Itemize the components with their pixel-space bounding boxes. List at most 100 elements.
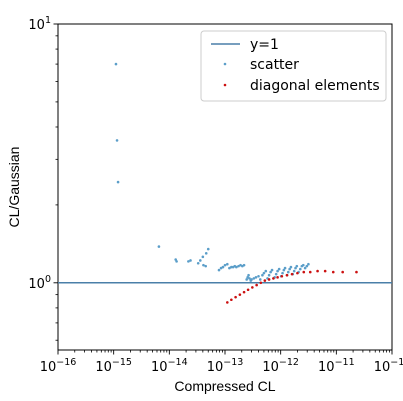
diagonal-point	[242, 290, 246, 294]
scatter-point	[257, 274, 260, 278]
scatter-point	[289, 265, 293, 269]
scatter-point	[258, 278, 262, 281]
diagonal-point	[226, 301, 229, 304]
diagonal-point	[296, 271, 299, 275]
scatter-point	[204, 264, 207, 268]
scatter-point	[204, 252, 208, 255]
diagonal-point	[323, 269, 327, 273]
legend-box	[200, 30, 387, 102]
diagonal-point	[276, 276, 279, 279]
scatter-point	[199, 259, 202, 262]
scatter-point	[254, 276, 258, 279]
scatter-point	[277, 267, 281, 271]
scatter-point	[189, 259, 192, 262]
diagonal-point	[263, 279, 267, 282]
x-tick-label: 10−11	[318, 357, 355, 375]
scatter-point	[206, 247, 210, 251]
legend-marker-diagonal	[223, 83, 227, 87]
scatter-point	[305, 264, 309, 268]
scatter-point	[245, 278, 248, 281]
y-tick-label: 100	[28, 274, 51, 292]
scatter-point	[248, 277, 251, 280]
diagonal-point	[267, 278, 271, 281]
x-axis-label: Compressed CL	[174, 378, 275, 394]
scatter-point	[221, 265, 225, 269]
scatter-point	[303, 266, 307, 270]
diagonal-point	[259, 281, 263, 285]
scatter-point	[202, 263, 205, 267]
legend-label-diagonal: diagonal elements	[250, 78, 380, 94]
x-tick-label: 10−16	[40, 357, 77, 375]
diagonal-point	[234, 295, 237, 299]
scatter-point	[116, 180, 120, 184]
scatter-point	[288, 267, 291, 271]
scatter-point	[298, 267, 302, 271]
x-tick-label: 10−12	[262, 357, 299, 375]
diagonal-point	[355, 270, 358, 274]
scatter-point	[114, 62, 118, 66]
scatter-point	[269, 270, 272, 274]
diagonal-point	[230, 298, 233, 302]
scatter-point	[281, 271, 284, 275]
scatter-point	[250, 278, 253, 281]
legend-marker-scatter	[223, 62, 227, 66]
scatter-point	[282, 268, 286, 272]
series-0	[114, 62, 310, 282]
scatter-point	[242, 263, 246, 267]
diagonal-point	[238, 293, 242, 296]
scatter-point	[294, 266, 297, 270]
scatter-point	[274, 272, 278, 276]
diagonal-point	[290, 272, 294, 276]
y-axis-ticks: 100 101	[28, 15, 58, 292]
scatter-point	[219, 266, 223, 270]
scatter-point	[270, 268, 274, 272]
minor-ticks	[55, 35, 390, 353]
scatter-point	[237, 264, 240, 268]
diagonal-point	[331, 270, 335, 274]
scatter-point	[264, 269, 268, 273]
diagonal-point	[308, 270, 312, 274]
scatter-point	[276, 269, 279, 273]
scatter-point	[115, 139, 119, 142]
diagonal-point	[341, 270, 344, 274]
diagonal-point	[272, 277, 275, 280]
scatter-point	[196, 261, 200, 265]
scatter-point	[267, 273, 271, 277]
y-tick-label: 101	[28, 15, 51, 33]
series-1	[226, 269, 358, 304]
scatter-point	[252, 277, 256, 280]
scatter-point	[226, 262, 229, 266]
x-axis-ticks: 10−16 10−15 10−14 10−13 10−12 10−11 10−10	[40, 350, 403, 375]
scatter-point	[247, 273, 250, 277]
scatter-point	[217, 268, 221, 272]
scatter-point	[223, 263, 227, 267]
y-axis-label: CL/Gaussian	[6, 147, 22, 228]
scatter-point	[175, 260, 178, 263]
scatter-point	[295, 264, 299, 268]
legend-label-y1: y=1	[250, 37, 279, 53]
scatter-point	[235, 265, 238, 269]
scatter-point	[228, 266, 231, 270]
legend-label-scatter: scatter	[250, 57, 299, 73]
scatter-point	[187, 260, 190, 263]
diagonal-point	[246, 288, 250, 292]
diagonal-point	[316, 269, 319, 273]
diagonal-point	[285, 273, 289, 277]
scatter-point	[261, 273, 264, 277]
series-layer	[114, 62, 358, 304]
scatter-point	[262, 271, 266, 275]
scatter-point	[292, 269, 296, 273]
diagonal-point	[251, 286, 254, 289]
diagonal-point	[302, 270, 306, 274]
scatter-point	[230, 265, 233, 269]
scatter-point	[157, 245, 161, 248]
diagonal-point	[280, 274, 284, 278]
scatter-point	[301, 263, 305, 267]
scatter-point	[201, 255, 205, 259]
x-tick-label: 10−14	[151, 357, 188, 375]
x-tick-label: 10−15	[95, 357, 132, 375]
diagonal-point	[255, 283, 258, 287]
legend: y=1 scatter diagonal elements	[200, 30, 387, 102]
x-tick-label: 10−10	[374, 357, 403, 375]
